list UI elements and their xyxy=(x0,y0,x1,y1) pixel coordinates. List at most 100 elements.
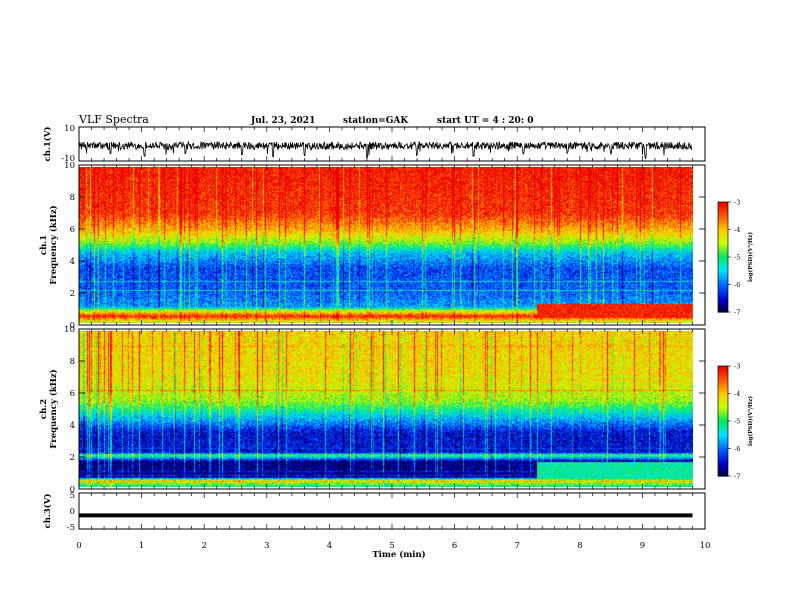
ch2-colorbar-swatch xyxy=(718,400,728,404)
ch1-freq-ytick-label: 2 xyxy=(70,289,75,299)
time-axis-tick-label: 0 xyxy=(76,541,81,551)
ch1-colorbar-swatch xyxy=(718,282,728,286)
ch1-colorbar-swatch xyxy=(718,301,728,304)
ch1-colorbar-swatch xyxy=(718,253,728,256)
ch2-colorbar-swatch xyxy=(718,430,728,433)
ch1-colorbar-tick-label: -7 xyxy=(734,309,740,317)
ch2-freq-ytick-label: 2 xyxy=(70,453,75,463)
ch1-colorbar-swatch xyxy=(718,268,728,271)
ch1-colorbar-swatch xyxy=(718,227,728,231)
ch2-spectrogram-image xyxy=(79,331,693,487)
ch2-colorbar-swatch xyxy=(718,448,728,451)
ch2-colorbar-swatch xyxy=(718,426,728,429)
ch1-colorbar-swatch xyxy=(718,279,728,282)
ch2-colorbar-swatch xyxy=(718,446,728,450)
ch1-colorbar-swatch xyxy=(718,304,728,308)
ch1-colorbar-swatch xyxy=(718,290,728,293)
ch1-colorbar-swatch xyxy=(718,242,728,245)
ch1-colorbar-swatch xyxy=(718,220,728,223)
ch2-colorbar-swatch xyxy=(718,470,728,473)
ch1-colorbar-swatch xyxy=(718,266,728,269)
ch2-colorbar-swatch xyxy=(718,452,728,455)
ch2-freq-ytick-label: 8 xyxy=(70,357,75,367)
ch1-colorbar-tick-label: -4 xyxy=(734,226,740,234)
ch1-colorbar-swatch xyxy=(718,286,728,289)
ch2-colorbar-swatch xyxy=(718,443,728,446)
ch1-colorbar-swatch xyxy=(718,205,728,209)
ch1-colorbar-swatch xyxy=(718,291,728,295)
ch1-colorbar-swatch xyxy=(718,273,728,276)
ch2-colorbar-swatch xyxy=(718,419,728,422)
ch2-colorbar-swatch xyxy=(718,391,728,395)
ch1-waveform-ylabel: ch.1(V) xyxy=(42,127,53,162)
time-axis-ticks: 0 1 2 3 4 5 6 7 8 9 10 xyxy=(76,127,710,551)
ch2-colorbar-swatch xyxy=(718,386,728,389)
ch2-colorbar-swatch xyxy=(718,380,728,384)
ch2-colorbar-swatch xyxy=(718,466,728,470)
ch2-colorbar-swatch xyxy=(718,441,728,444)
ch1-colorbar-swatch xyxy=(718,271,728,275)
ch2-colorbar-swatch xyxy=(718,435,728,439)
ch3-ytick-mid: 0 xyxy=(70,507,75,517)
ch1-colorbar-swatch xyxy=(718,240,728,243)
ch2-colorbar-swatch xyxy=(718,367,728,371)
ch2-colorbar-swatch xyxy=(718,411,728,415)
ch2-colorbar-tick-label: -7 xyxy=(734,473,740,481)
ch2-colorbar-swatch xyxy=(718,399,728,402)
ch2-colorbar-swatch xyxy=(718,410,728,413)
ch1-colorbar-swatch xyxy=(718,229,728,232)
ch2-ylabel-frequency: Frequency (kHz) xyxy=(48,369,59,448)
time-axis-tick-label: 7 xyxy=(514,541,519,551)
ch1-ylabel-frequency: Frequency (kHz) xyxy=(48,205,59,284)
ch2-colorbar-swatch xyxy=(718,369,728,373)
ch2-colorbar-swatch xyxy=(718,388,728,391)
ch1-colorbar-swatch xyxy=(718,218,728,221)
ch1-freq-ytick-label: 4 xyxy=(70,257,75,267)
ch1-colorbar-swatch xyxy=(718,202,728,205)
ch1-colorbar-swatch xyxy=(718,238,728,242)
ch1-colorbar-swatch xyxy=(718,299,728,302)
ch1-freq-ytick-label: 6 xyxy=(70,225,75,235)
ch2-colorbar-swatch xyxy=(718,382,728,385)
ch1-freq-ticks: 0 2 4 6 8 10 xyxy=(64,161,705,331)
time-axis-tick-label: 4 xyxy=(327,541,332,551)
ch1-colorbar-swatch xyxy=(718,222,728,225)
ch1-colorbar-swatch xyxy=(718,258,728,262)
ch2-freq-ytick-label: 6 xyxy=(70,389,75,399)
ch2-colorbar-swatch xyxy=(718,406,728,409)
ch1-colorbar-swatch xyxy=(718,246,728,249)
ch1-colorbar-swatch xyxy=(718,235,728,238)
ch2-colorbar-swatch xyxy=(718,415,728,418)
station-label: station=GAK xyxy=(343,116,409,126)
ch1-colorbar-swatch xyxy=(718,288,728,291)
ch1-ytick-top: 10 xyxy=(64,124,75,134)
ch3-ytick-bottom: -5 xyxy=(67,523,75,533)
ch1-colorbar-swatch xyxy=(718,293,728,297)
ch1-colorbar-swatch xyxy=(718,260,728,264)
figure-title: VLF Spectra xyxy=(78,113,149,126)
ch1-colorbar-swatch xyxy=(718,224,728,227)
time-axis-tick-label: 10 xyxy=(700,541,711,551)
ch1-colorbar-swatch xyxy=(718,251,728,254)
time-axis-tick-label: 1 xyxy=(139,541,144,551)
ch2-colorbar-swatch xyxy=(718,463,728,466)
ch1-colorbar-swatch xyxy=(718,255,728,258)
ch1-freq-ytick-label: 0 xyxy=(70,321,75,331)
ch2-colorbar-swatch xyxy=(718,444,728,448)
ch2-colorbar-swatch xyxy=(718,455,728,459)
ch1-colorbar-swatch xyxy=(718,295,728,298)
ch2-colorbar-swatch xyxy=(718,468,728,472)
ch2-colorbar-tick-label: -6 xyxy=(734,445,740,453)
ch1-colorbar-swatch xyxy=(718,269,728,273)
ch1-colorbar-tick-label: -3 xyxy=(734,199,740,207)
time-axis-tick-label: 2 xyxy=(201,541,206,551)
ch1-colorbar-label: log(PSD)(V²/Hz) xyxy=(747,232,754,282)
ch2-colorbar-swatch xyxy=(718,450,728,453)
ch2-colorbar-tick-label: -3 xyxy=(734,363,740,371)
ch2-colorbar-swatch xyxy=(718,424,728,428)
ch2-colorbar-swatch xyxy=(718,366,728,369)
ch1-colorbar-swatch xyxy=(718,284,728,287)
ch3-ytick-top: 5 xyxy=(70,491,75,501)
ch2-colorbar-swatch xyxy=(718,433,728,437)
